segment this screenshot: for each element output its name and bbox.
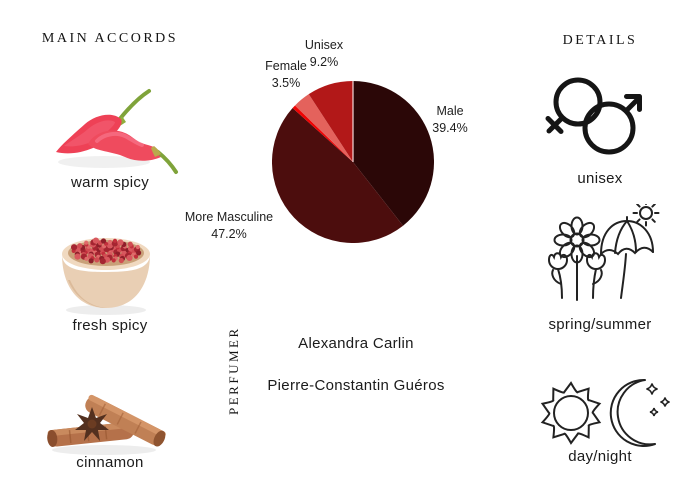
gender-unisex-icon xyxy=(545,77,642,155)
perfumer-name-1: Alexandra Carlin xyxy=(298,335,414,352)
cinnamon-sticks-image xyxy=(40,388,172,458)
details-header: DETAILS xyxy=(562,33,638,48)
spring-summer-image xyxy=(543,204,661,306)
pink-peppercorns-bowl-image xyxy=(50,222,162,318)
pie-label-female: Female 3.5% xyxy=(265,59,307,90)
main-accords-header: MAIN ACCORDS xyxy=(41,31,179,46)
peppercorn-bowl-icon xyxy=(62,237,150,315)
gender-unisex-image xyxy=(545,70,645,162)
detail-label-day-night: day/night xyxy=(568,448,632,465)
day-night-icon xyxy=(540,378,670,447)
perfumer-title: PERFUMER xyxy=(226,326,241,416)
pie-label-male: Male 39.4% xyxy=(432,104,468,135)
chili-peppers-icon xyxy=(56,89,178,174)
detail-label-unisex: unisex xyxy=(577,170,623,187)
gender-pie-chart xyxy=(272,81,434,243)
pie-label-more-masculine: More Masculine 47.2% xyxy=(184,210,274,241)
chili-peppers-image xyxy=(42,82,180,178)
day-night-image xyxy=(533,374,673,452)
pie-chart-svg xyxy=(272,81,434,243)
detail-label-spring-summer: spring/summer xyxy=(548,316,652,333)
perfumer-name-2: Pierre-Constantin Guéros xyxy=(267,377,445,394)
pie-label-unisex: Unisex 9.2% xyxy=(304,38,344,69)
cinnamon-icon xyxy=(47,394,166,455)
spring-summer-icon xyxy=(547,204,660,301)
accord-label-fresh-spicy: fresh spicy xyxy=(72,317,148,334)
accord-label-cinnamon: cinnamon xyxy=(76,454,144,471)
accord-label-warm-spicy: warm spicy xyxy=(70,174,149,191)
